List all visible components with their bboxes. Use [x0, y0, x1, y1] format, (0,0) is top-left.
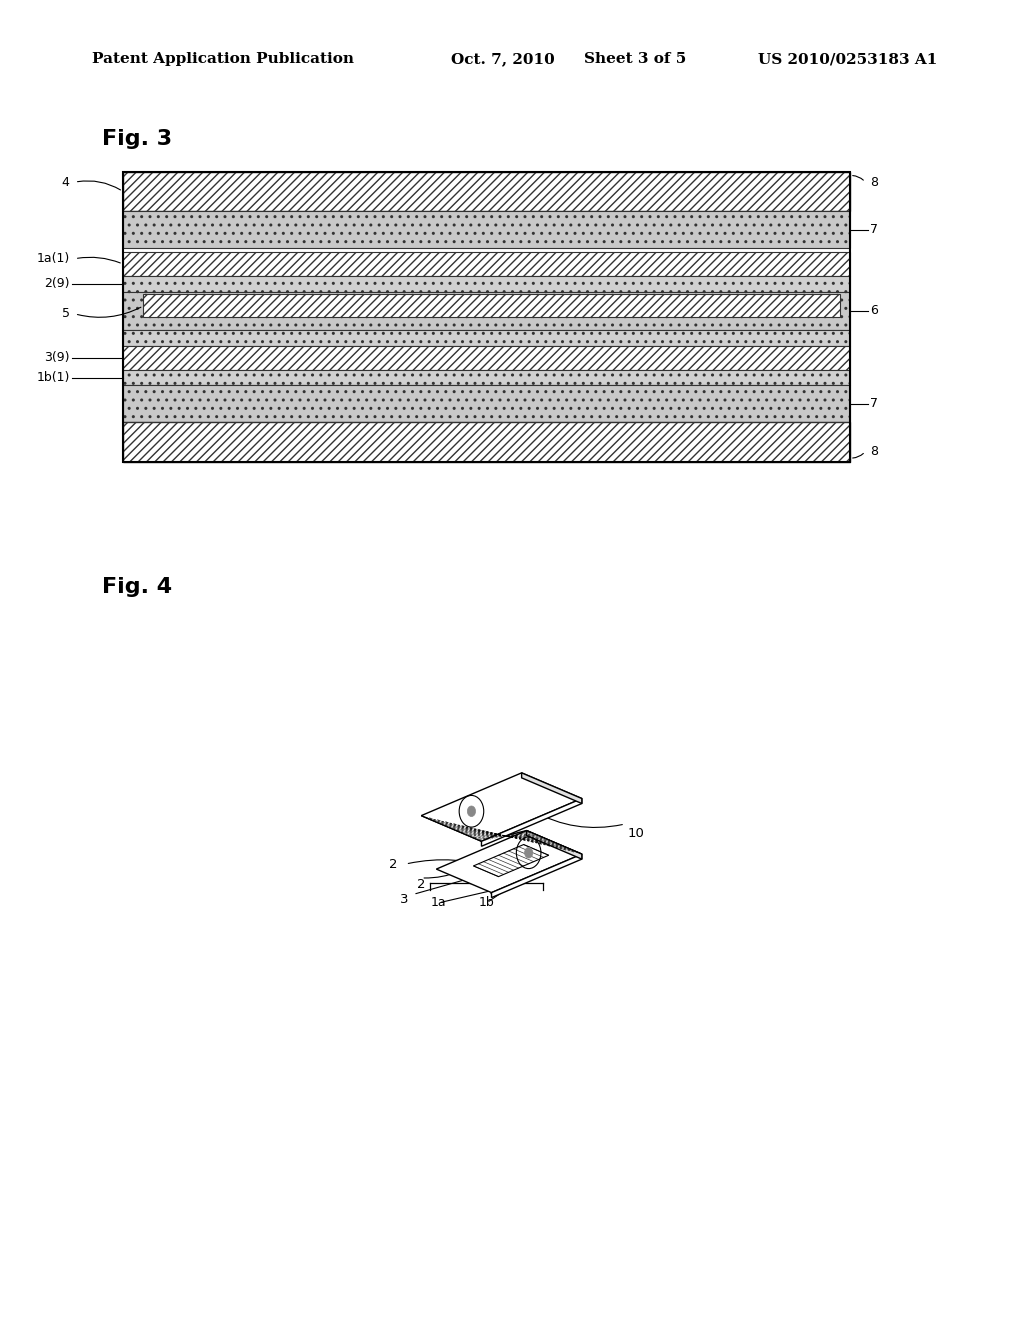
Bar: [143, 294, 840, 318]
Text: Fig. 3: Fig. 3: [102, 128, 172, 149]
Text: 2: 2: [417, 878, 426, 891]
Text: 10: 10: [627, 826, 644, 840]
Bar: [123, 346, 850, 370]
Text: Fig. 4: Fig. 4: [102, 577, 172, 598]
Text: 8: 8: [870, 445, 879, 458]
Bar: [123, 252, 850, 276]
Polygon shape: [526, 830, 582, 859]
Text: 1b(1): 1b(1): [36, 371, 70, 384]
Bar: [123, 276, 850, 292]
Polygon shape: [421, 774, 582, 841]
Bar: [123, 172, 850, 211]
Text: 2(9): 2(9): [44, 277, 70, 290]
Bar: [123, 292, 850, 330]
Polygon shape: [473, 845, 549, 876]
Polygon shape: [481, 799, 582, 846]
Text: Patent Application Publication: Patent Application Publication: [92, 53, 354, 66]
Polygon shape: [436, 830, 582, 892]
Text: 2: 2: [389, 858, 397, 871]
Text: 7: 7: [870, 223, 879, 236]
Circle shape: [524, 847, 532, 858]
Text: 5: 5: [61, 308, 70, 321]
Bar: [123, 211, 850, 248]
Bar: [123, 172, 850, 462]
Text: 7: 7: [870, 397, 879, 411]
Text: 3: 3: [399, 894, 408, 907]
Polygon shape: [421, 816, 582, 854]
Bar: [123, 330, 850, 346]
Text: 1: 1: [482, 859, 490, 873]
Bar: [123, 385, 850, 422]
Text: Oct. 7, 2010: Oct. 7, 2010: [451, 53, 554, 66]
Text: 8: 8: [870, 176, 879, 189]
Bar: [123, 422, 850, 462]
Text: 1a: 1a: [431, 896, 446, 909]
Polygon shape: [492, 854, 582, 898]
Bar: [123, 370, 850, 385]
Text: 1a(1): 1a(1): [37, 252, 70, 265]
Text: 1b: 1b: [479, 896, 495, 909]
Text: Sheet 3 of 5: Sheet 3 of 5: [584, 53, 686, 66]
Text: 4: 4: [61, 176, 70, 189]
Text: 3(9): 3(9): [44, 351, 70, 364]
Text: US 2010/0253183 A1: US 2010/0253183 A1: [758, 53, 937, 66]
Circle shape: [467, 807, 475, 817]
Polygon shape: [521, 774, 582, 804]
Text: 6: 6: [870, 305, 879, 317]
